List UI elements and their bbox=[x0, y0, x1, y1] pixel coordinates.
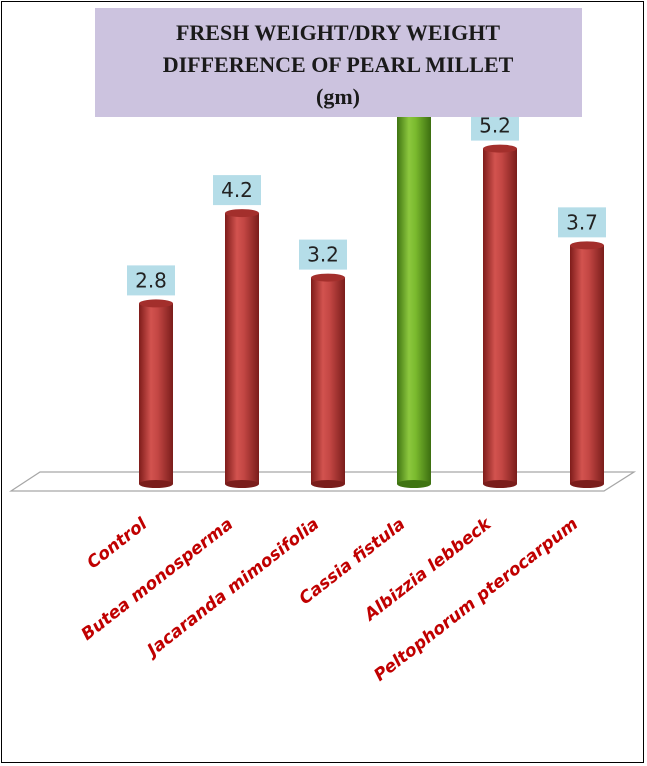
bar-base bbox=[483, 480, 517, 488]
category-label: Butea monosperma bbox=[78, 514, 237, 645]
data-label-text: 3.2 bbox=[307, 243, 339, 267]
chart-title-line: (gm) bbox=[316, 84, 360, 109]
data-label-text: 2.8 bbox=[135, 268, 167, 292]
bar-top bbox=[483, 144, 517, 153]
bar-base bbox=[139, 480, 173, 488]
bar bbox=[225, 209, 259, 488]
data-label: 2.8 bbox=[127, 265, 175, 296]
data-label-text: 4.2 bbox=[221, 178, 253, 202]
bar-body bbox=[570, 245, 604, 484]
bar bbox=[311, 273, 345, 488]
bar-top bbox=[311, 273, 345, 282]
bar-body bbox=[311, 277, 345, 484]
bar-body bbox=[483, 148, 517, 484]
category-label: Control bbox=[83, 513, 152, 573]
bar-base bbox=[311, 480, 345, 488]
bar-base bbox=[397, 480, 431, 488]
bar bbox=[483, 144, 517, 488]
data-label-text: 5.2 bbox=[479, 114, 511, 138]
data-label-text: 3.7 bbox=[566, 210, 598, 234]
bar bbox=[570, 241, 604, 488]
chart-title-line: FRESH WEIGHT/DRY WEIGHT bbox=[176, 20, 500, 45]
category-label: Jacaranda mimosifolia bbox=[141, 514, 323, 662]
bar-top bbox=[570, 241, 604, 250]
bar-body bbox=[225, 213, 259, 484]
bar-base bbox=[570, 480, 604, 488]
data-label-box bbox=[127, 265, 175, 296]
data-label-box bbox=[213, 175, 261, 206]
bar-top bbox=[139, 299, 173, 308]
data-label: 3.2 bbox=[299, 239, 347, 270]
bar bbox=[139, 299, 173, 488]
bar-body bbox=[397, 64, 431, 484]
bar-top bbox=[225, 209, 259, 218]
chart-title-line: DIFFERENCE OF PEARL MILLET bbox=[163, 52, 514, 77]
bar bbox=[397, 60, 431, 488]
data-label-box bbox=[299, 239, 347, 270]
data-label: 4.2 bbox=[213, 175, 261, 206]
chart-title-box bbox=[95, 8, 582, 117]
data-label-box bbox=[558, 207, 606, 238]
bar-base bbox=[225, 480, 259, 488]
data-label: 3.7 bbox=[558, 207, 606, 238]
chart-title: FRESH WEIGHT/DRY WEIGHT DIFFERENCE OF PEA… bbox=[95, 8, 582, 117]
bar-body bbox=[139, 303, 173, 484]
